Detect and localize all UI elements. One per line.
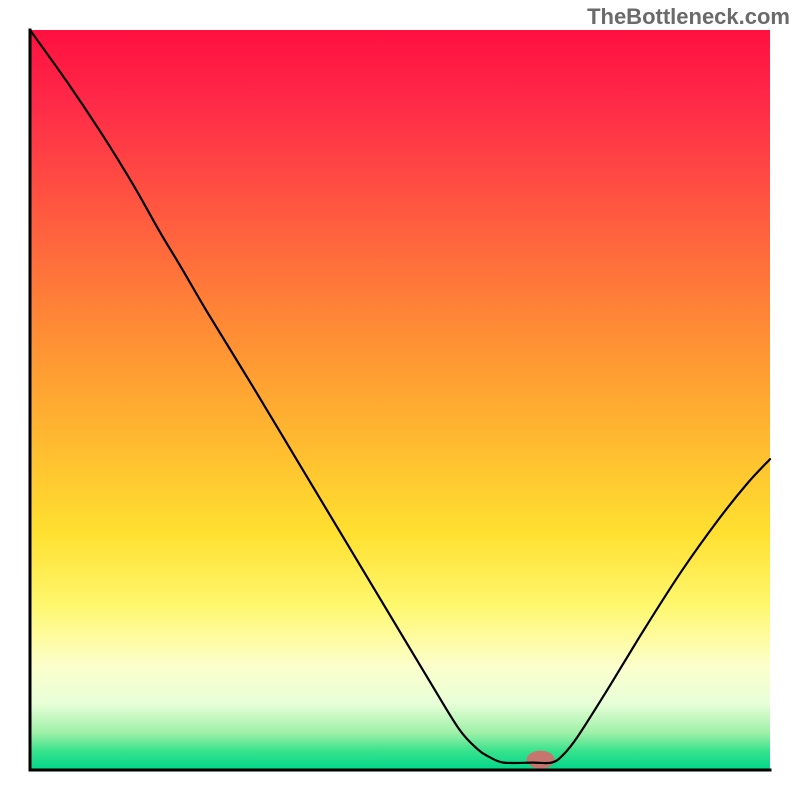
bottleneck-chart: TheBottleneck.com [0, 0, 800, 800]
chart-svg [0, 0, 800, 800]
watermark-text: TheBottleneck.com [587, 4, 790, 30]
optimal-marker [527, 751, 555, 769]
plot-background [30, 30, 770, 770]
